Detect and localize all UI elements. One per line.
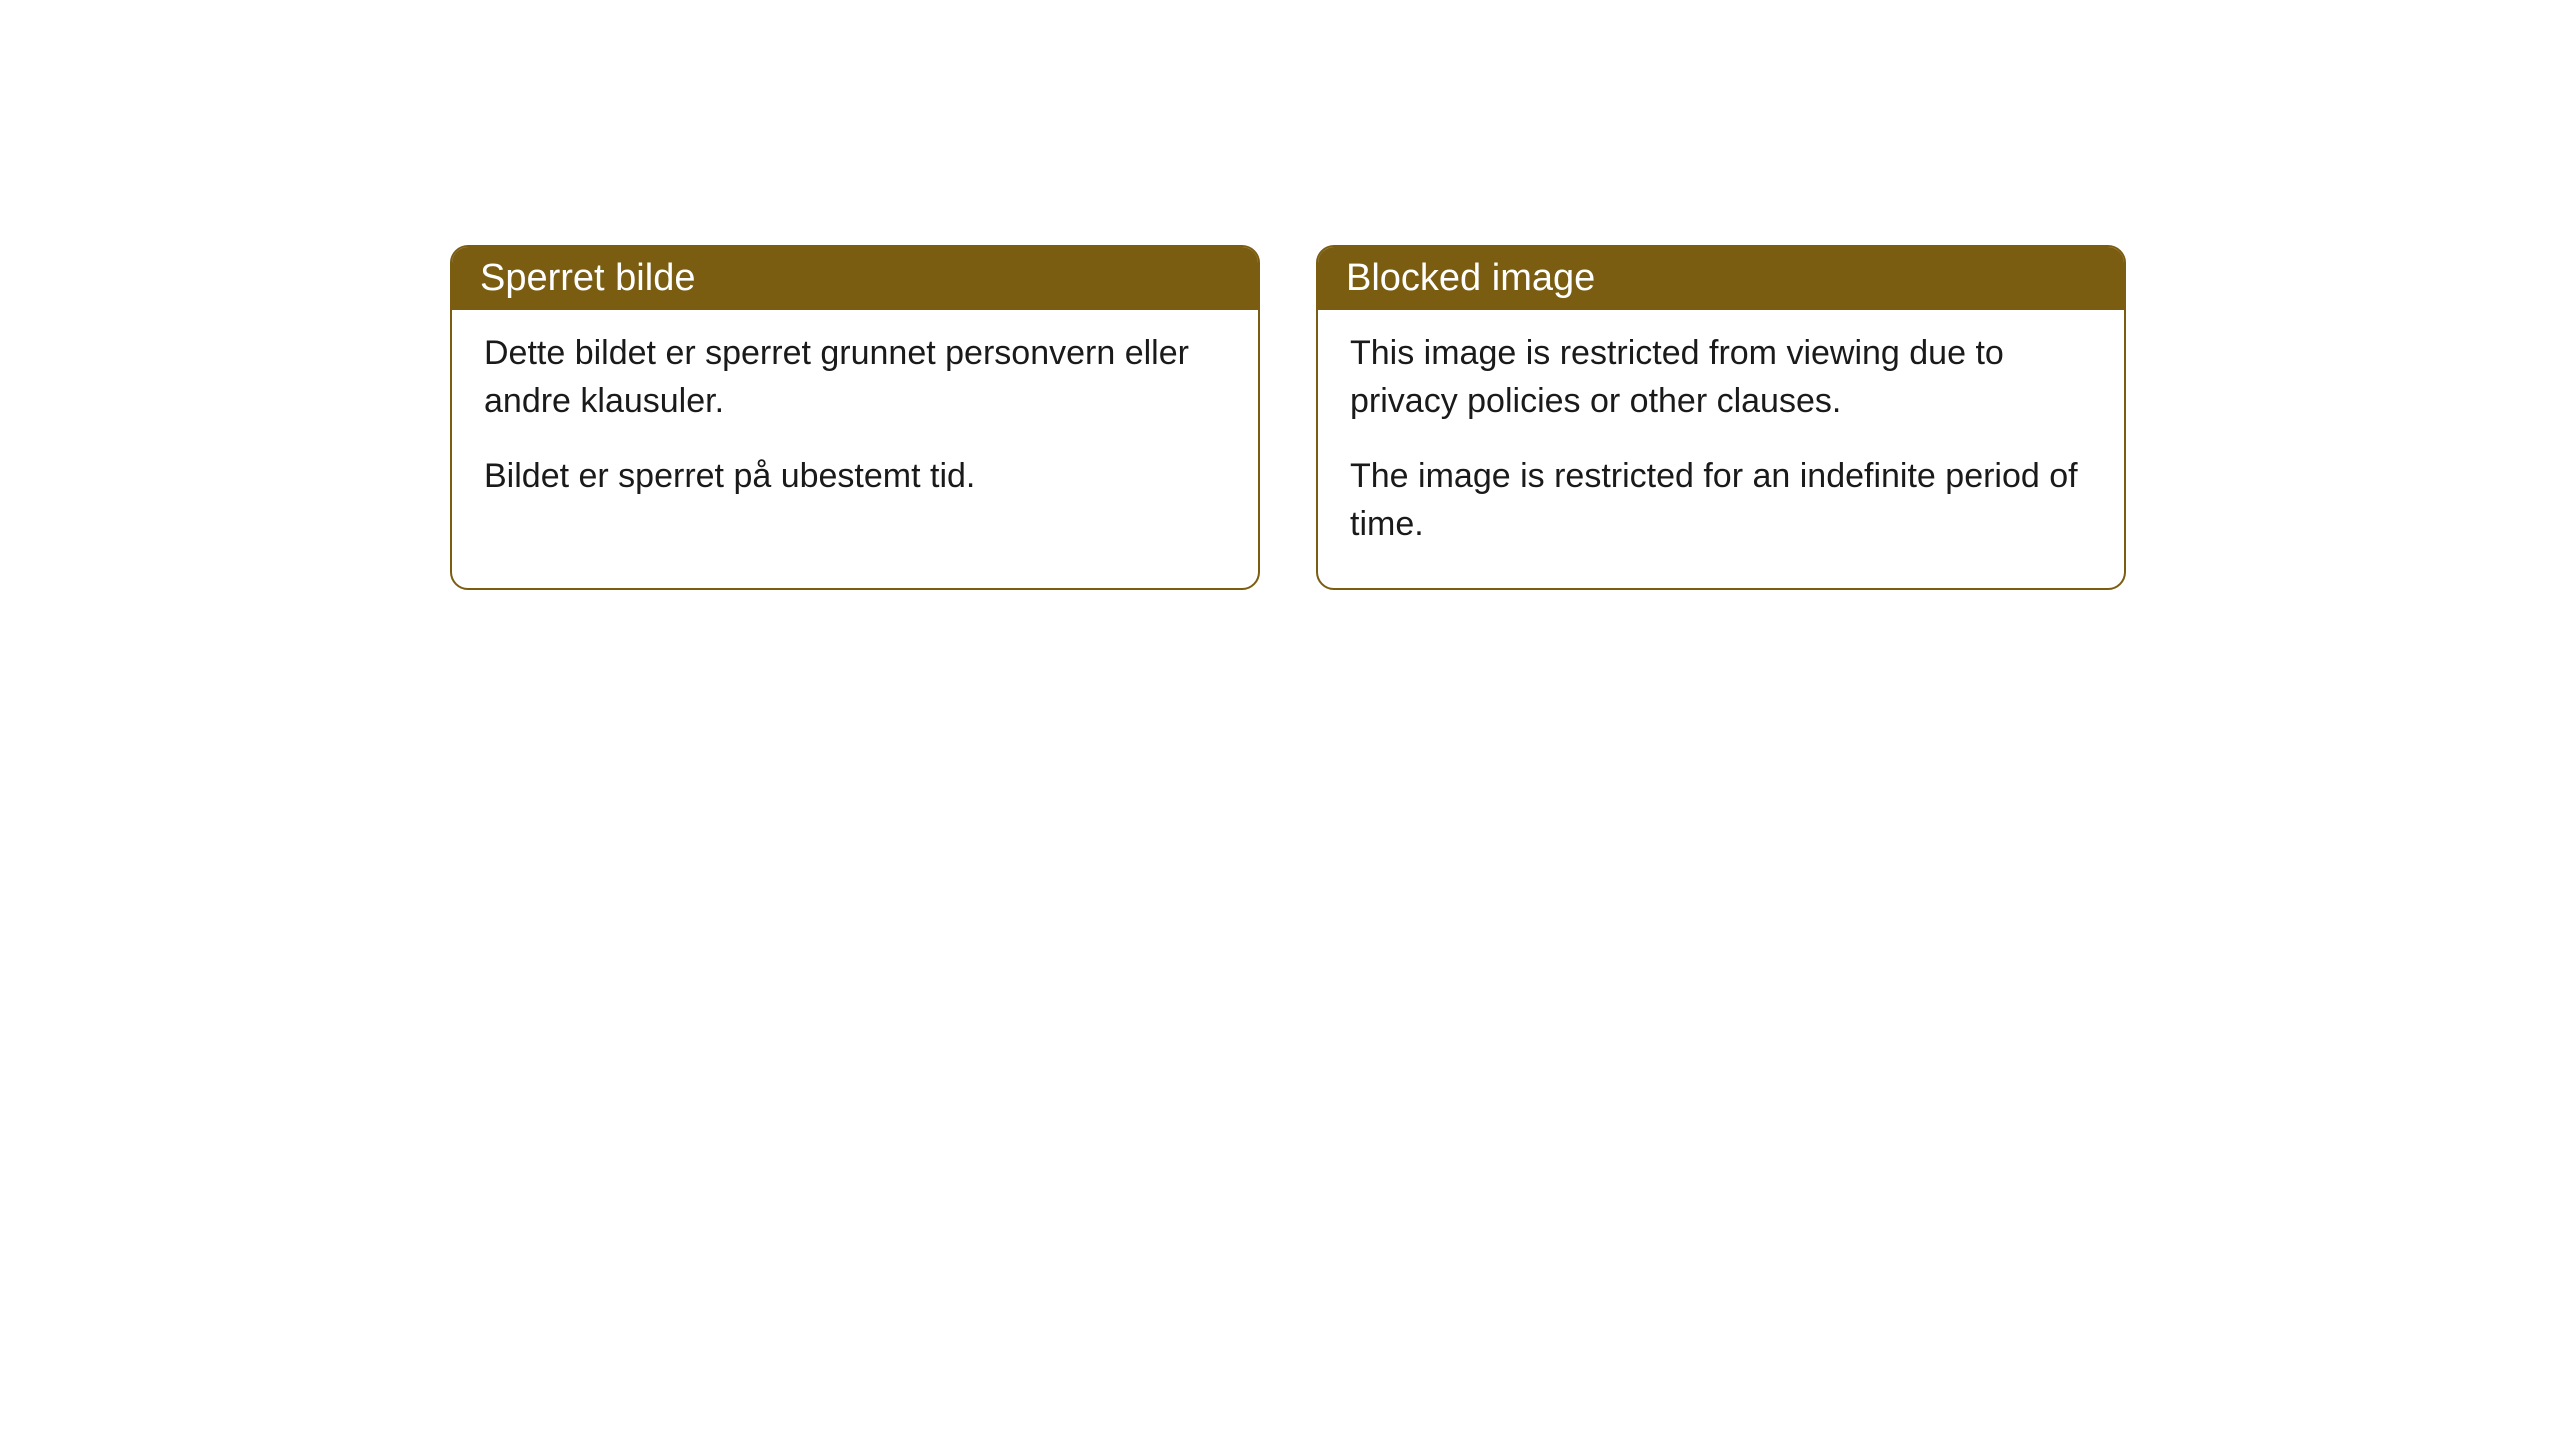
notice-box-norwegian: Sperret bilde Dette bildet er sperret gr…: [450, 245, 1260, 590]
notice-title-norwegian: Sperret bilde: [452, 247, 1258, 310]
notice-paragraph-2-english: The image is restricted for an indefinit…: [1350, 453, 2092, 548]
notice-body-norwegian: Dette bildet er sperret grunnet personve…: [452, 310, 1258, 541]
notice-box-english: Blocked image This image is restricted f…: [1316, 245, 2126, 590]
notice-paragraph-1-norwegian: Dette bildet er sperret grunnet personve…: [484, 330, 1226, 425]
notice-title-english: Blocked image: [1318, 247, 2124, 310]
notices-container: Sperret bilde Dette bildet er sperret gr…: [450, 245, 2126, 590]
notice-paragraph-2-norwegian: Bildet er sperret på ubestemt tid.: [484, 453, 1226, 501]
notice-paragraph-1-english: This image is restricted from viewing du…: [1350, 330, 2092, 425]
notice-body-english: This image is restricted from viewing du…: [1318, 310, 2124, 588]
